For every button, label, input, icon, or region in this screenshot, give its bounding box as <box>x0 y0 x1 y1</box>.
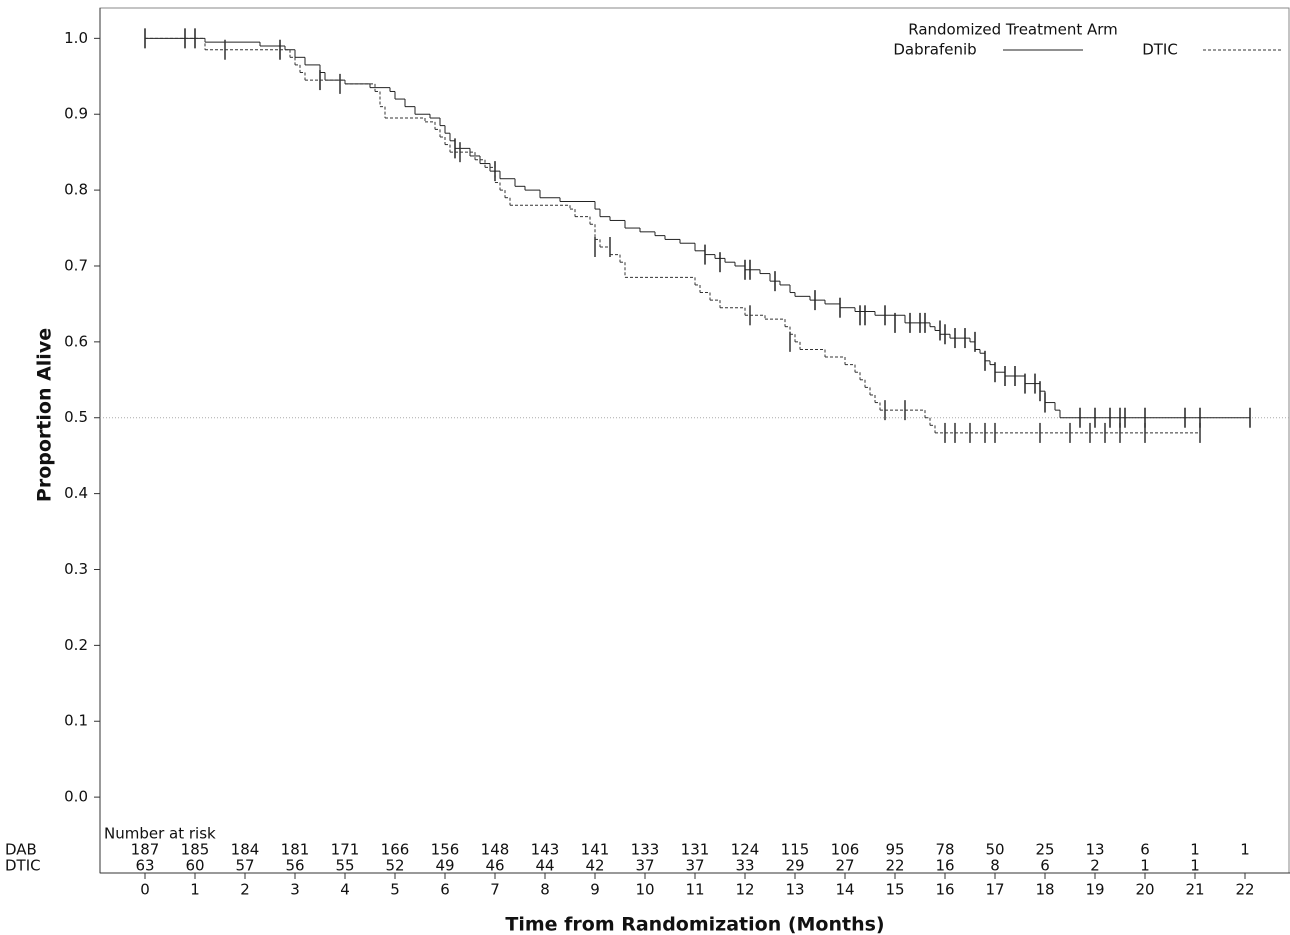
x-tick-label: 12 <box>735 881 754 899</box>
risk-count: 50 <box>985 841 1004 859</box>
x-tick-label: 19 <box>1085 881 1104 899</box>
risk-count: 185 <box>181 841 210 859</box>
y-tick-label: 0.5 <box>64 408 88 426</box>
x-tick-label: 13 <box>785 881 804 899</box>
risk-count: 8 <box>990 857 1000 875</box>
risk-count: 6 <box>1140 841 1150 859</box>
risk-count: 55 <box>335 857 354 875</box>
risk-count: 133 <box>631 841 660 859</box>
y-tick-label: 0.3 <box>64 560 88 578</box>
risk-count: 60 <box>185 857 204 875</box>
y-tick-label: 0.7 <box>64 256 88 274</box>
risk-count: 13 <box>1085 841 1104 859</box>
x-tick-label: 10 <box>635 881 654 899</box>
risk-count: 37 <box>635 857 654 875</box>
risk-count: 156 <box>431 841 460 859</box>
y-tick-label: 1.0 <box>64 29 88 47</box>
x-tick-label: 17 <box>985 881 1004 899</box>
risk-count: 131 <box>681 841 710 859</box>
x-tick-label: 9 <box>590 881 600 899</box>
risk-count: 1 <box>1140 857 1150 875</box>
risk-table-title: Number at risk <box>104 825 216 843</box>
risk-count: 143 <box>531 841 560 859</box>
risk-count: 46 <box>485 857 504 875</box>
legend-label: Dabrafenib <box>893 41 976 59</box>
x-tick-label: 4 <box>340 881 350 899</box>
risk-count: 42 <box>585 857 604 875</box>
risk-count: 148 <box>481 841 510 859</box>
x-tick-label: 3 <box>290 881 300 899</box>
risk-count: 171 <box>331 841 360 859</box>
legend-title: Randomized Treatment Arm <box>908 21 1118 39</box>
risk-count: 124 <box>731 841 760 859</box>
risk-count: 56 <box>285 857 304 875</box>
risk-count: 29 <box>785 857 804 875</box>
risk-count: 115 <box>781 841 810 859</box>
x-tick-label: 21 <box>1185 881 1204 899</box>
x-axis-title: Time from Randomization (Months) <box>505 914 884 935</box>
x-tick-label: 6 <box>440 881 450 899</box>
risk-count: 37 <box>685 857 704 875</box>
y-tick-label: 0.2 <box>64 636 88 654</box>
plot-frame <box>99 7 1290 874</box>
risk-count: 52 <box>385 857 404 875</box>
risk-row-label: DAB <box>5 841 37 859</box>
y-axis-title: Proportion Alive <box>34 328 56 502</box>
risk-count: 78 <box>935 841 954 859</box>
risk-count: 1 <box>1190 841 1200 859</box>
y-tick-label: 0.8 <box>64 181 88 199</box>
risk-count: 57 <box>235 857 254 875</box>
x-tick-label: 0 <box>140 881 150 899</box>
risk-count: 27 <box>835 857 854 875</box>
risk-count: 25 <box>1035 841 1054 859</box>
legend-label: DTIC <box>1142 41 1178 59</box>
x-tick-label: 18 <box>1035 881 1054 899</box>
risk-count: 16 <box>935 857 954 875</box>
x-tick-label: 20 <box>1135 881 1154 899</box>
risk-count: 187 <box>131 841 160 859</box>
x-tick-label: 15 <box>885 881 904 899</box>
y-tick-label: 0.4 <box>64 484 88 502</box>
y-tick-label: 0.1 <box>64 712 88 730</box>
risk-count: 1 <box>1240 841 1250 859</box>
risk-count: 6 <box>1040 857 1050 875</box>
x-tick-label: 1 <box>190 881 200 899</box>
risk-count: 22 <box>885 857 904 875</box>
risk-count: 106 <box>831 841 860 859</box>
risk-count: 1 <box>1190 857 1200 875</box>
risk-count: 2 <box>1090 857 1100 875</box>
risk-count: 181 <box>281 841 310 859</box>
risk-count: 44 <box>535 857 554 875</box>
y-tick-label: 0.0 <box>64 788 88 806</box>
risk-count: 141 <box>581 841 610 859</box>
y-tick-label: 0.9 <box>64 105 88 123</box>
risk-count: 184 <box>231 841 260 859</box>
x-tick-label: 16 <box>935 881 954 899</box>
x-tick-label: 2 <box>240 881 250 899</box>
risk-count: 33 <box>735 857 754 875</box>
y-tick-label: 0.6 <box>64 332 88 350</box>
x-tick-label: 5 <box>390 881 400 899</box>
x-tick-label: 11 <box>685 881 704 899</box>
x-tick-label: 7 <box>490 881 500 899</box>
x-tick-label: 22 <box>1235 881 1254 899</box>
risk-count: 166 <box>381 841 410 859</box>
x-tick-label: 8 <box>540 881 550 899</box>
risk-count: 63 <box>135 857 154 875</box>
risk-count: 95 <box>885 841 904 859</box>
risk-row-label: DTIC <box>5 857 41 875</box>
x-tick-label: 14 <box>835 881 854 899</box>
risk-count: 49 <box>435 857 454 875</box>
